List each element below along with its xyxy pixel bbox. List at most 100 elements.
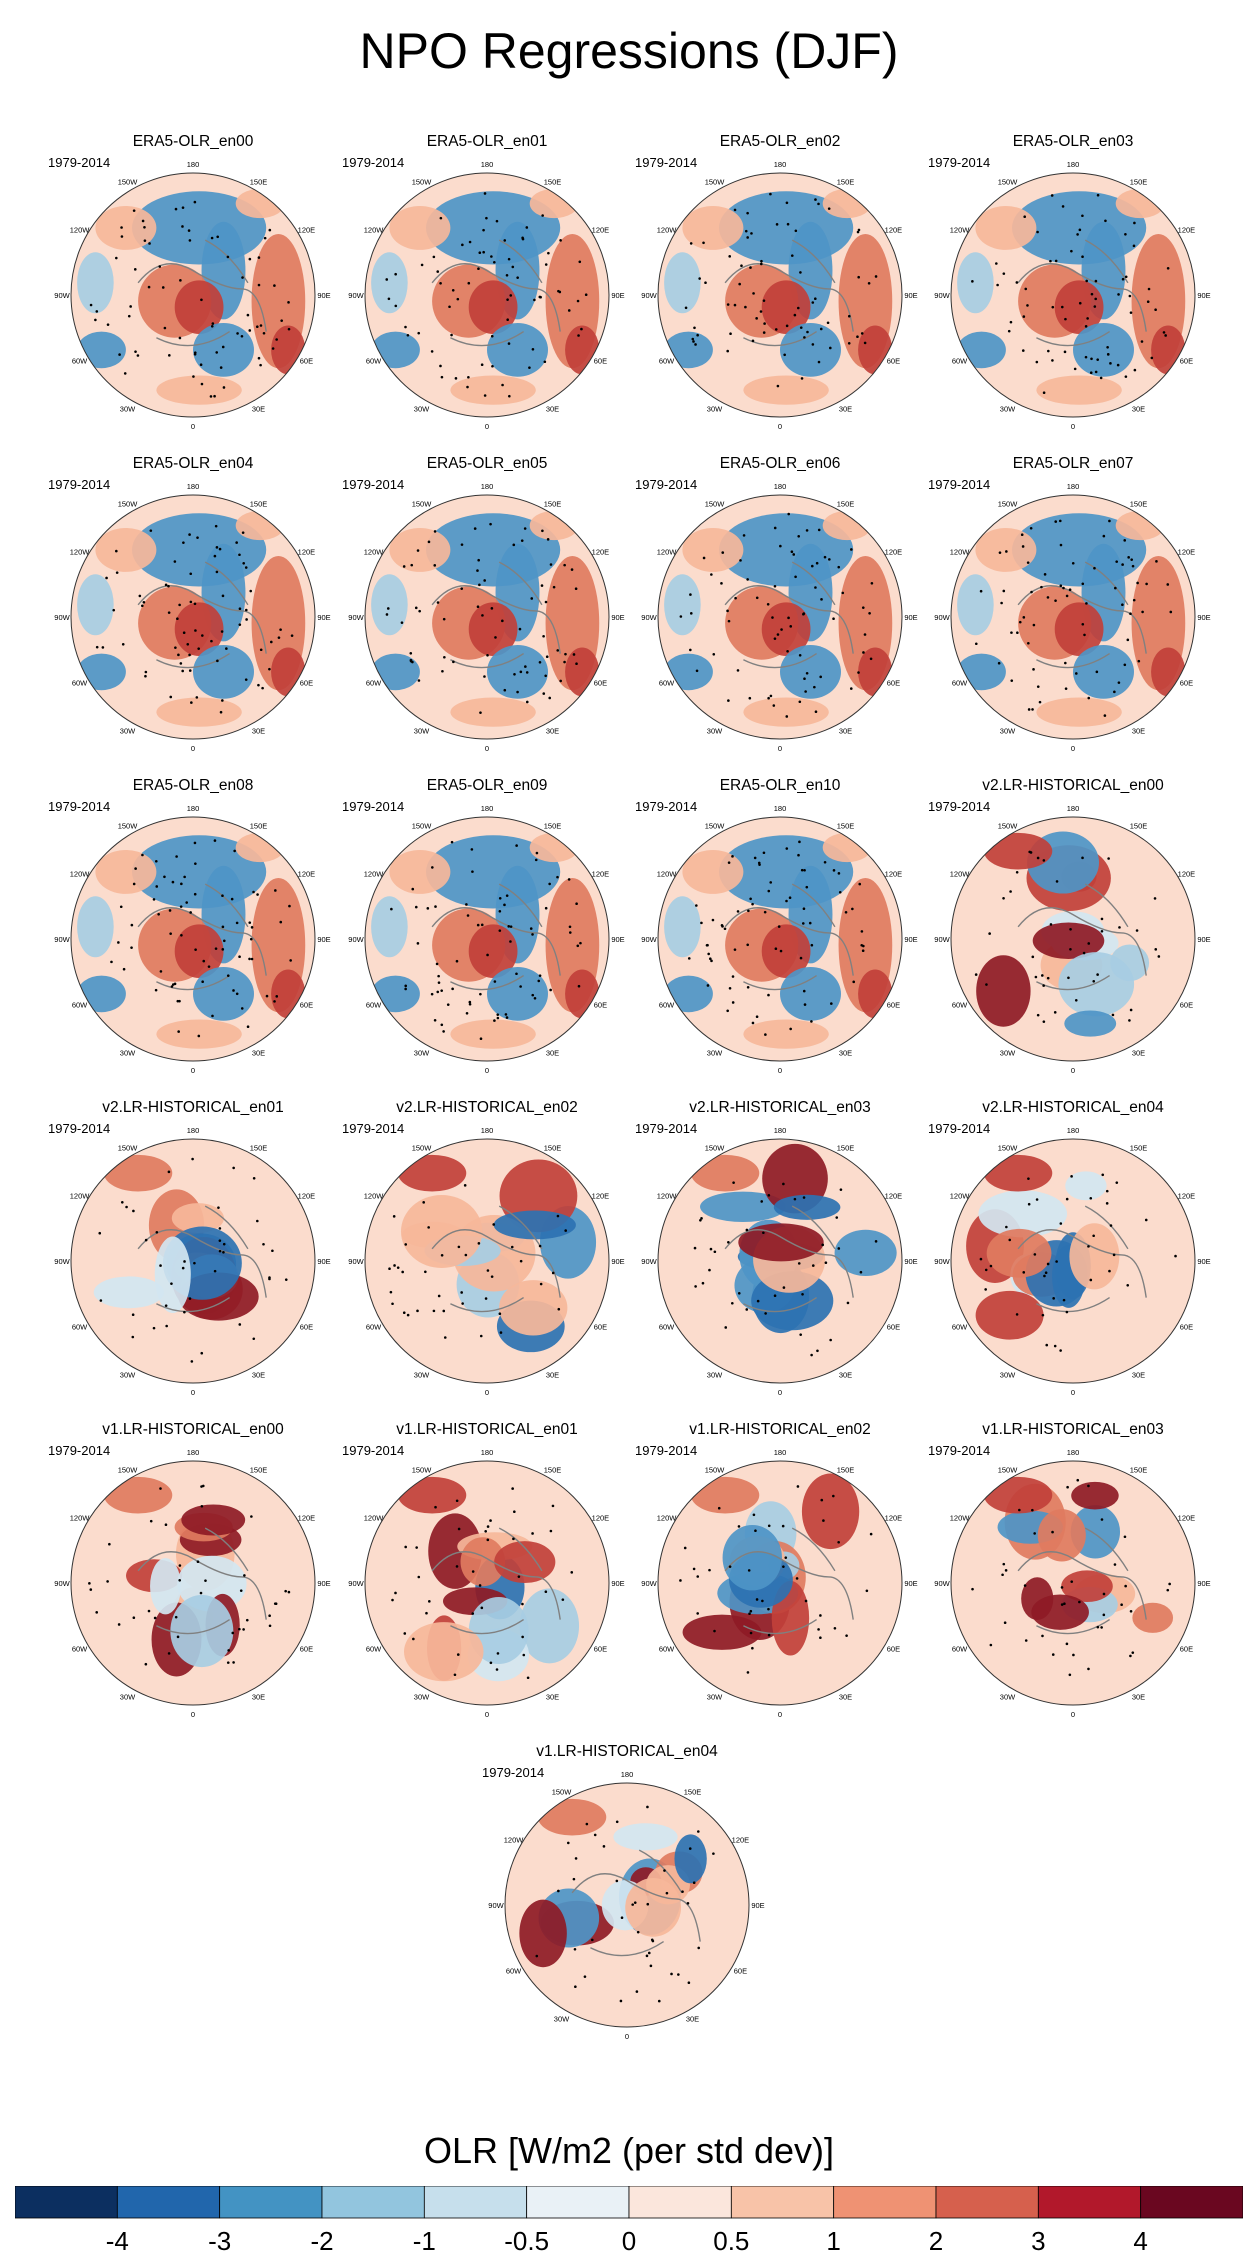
significance-dot	[776, 633, 780, 636]
significance-dot	[463, 1184, 467, 1187]
significance-dot	[404, 1545, 407, 1549]
significance-dot	[548, 696, 552, 700]
significance-dot	[700, 921, 703, 925]
anomaly-patch	[1036, 375, 1122, 405]
significance-dot	[783, 353, 786, 357]
significance-dot	[138, 594, 142, 598]
significance-dot	[511, 1487, 514, 1490]
significance-dot	[564, 652, 567, 656]
significance-dot	[797, 534, 801, 538]
significance-dot	[491, 364, 494, 368]
significance-dot	[1100, 929, 1104, 933]
significance-dot	[863, 633, 867, 636]
significance-dot	[749, 1609, 753, 1613]
significance-dot	[180, 934, 183, 937]
significance-dot	[762, 1231, 765, 1235]
significance-dot	[214, 947, 218, 950]
significance-dot	[1078, 228, 1082, 232]
map-field	[951, 495, 1195, 739]
significance-dot	[815, 561, 819, 565]
longitude-label: 150W	[998, 500, 1019, 509]
significance-dot	[985, 983, 988, 986]
longitude-label: 60W	[659, 357, 675, 366]
significance-dot	[803, 677, 806, 681]
longitude-label: 30W	[120, 726, 136, 735]
significance-dot	[989, 1264, 993, 1268]
significance-dot	[615, 1879, 619, 1883]
significance-dot	[178, 999, 181, 1003]
significance-dot	[486, 1269, 490, 1272]
significance-dot	[1087, 1484, 1090, 1488]
colorbar-swatch	[628, 2186, 732, 2219]
significance-dot	[771, 616, 774, 619]
significance-dot	[646, 1805, 649, 1809]
anomaly-patch	[664, 252, 701, 314]
significance-dot	[583, 1975, 587, 1978]
significance-dot	[471, 1570, 475, 1573]
significance-dot	[697, 1946, 701, 1950]
longitude-label: 30E	[546, 404, 559, 413]
significance-dot	[689, 242, 693, 245]
anomaly-patch	[1073, 645, 1134, 699]
longitude-label: 60W	[366, 1323, 382, 1332]
anomaly-patch	[389, 205, 451, 250]
longitude-label: 60E	[594, 1323, 607, 1332]
significance-dot	[143, 239, 147, 242]
significance-dot	[238, 623, 242, 626]
significance-dot	[223, 939, 226, 943]
significance-dot	[494, 636, 497, 639]
longitude-label: 60E	[887, 1323, 900, 1332]
significance-dot	[1102, 1592, 1106, 1596]
significance-dot	[1102, 1613, 1106, 1617]
significance-dot	[602, 1845, 606, 1848]
significance-dot	[1132, 598, 1136, 602]
significance-dot	[218, 1239, 222, 1242]
significance-dot	[707, 952, 710, 956]
significance-dot	[998, 551, 1002, 554]
significance-dot	[751, 1021, 755, 1025]
significance-dot	[153, 1616, 157, 1620]
longitude-label: 60E	[594, 1645, 607, 1654]
significance-dot	[129, 305, 132, 308]
significance-dot	[1015, 281, 1019, 284]
significance-dot	[665, 1891, 669, 1895]
longitude-label: 120W	[70, 870, 91, 879]
significance-dot	[989, 1643, 993, 1647]
significance-dot	[509, 940, 512, 943]
significance-dot	[829, 346, 832, 350]
significance-dot	[841, 591, 845, 595]
significance-dot	[1042, 1020, 1046, 1023]
anomaly-patch	[487, 645, 548, 699]
significance-dot	[1115, 1181, 1119, 1184]
significance-dot	[1076, 1478, 1080, 1482]
significance-dot	[418, 609, 421, 613]
significance-dot	[546, 538, 550, 541]
anomaly-patch	[722, 1524, 782, 1591]
significance-dot	[1117, 293, 1120, 296]
significance-dot	[727, 1240, 730, 1244]
significance-dot	[188, 239, 192, 242]
significance-dot	[513, 1510, 516, 1514]
panel-title: ERA5-OLR_en01	[426, 133, 548, 150]
longitude-label: 30E	[546, 1692, 559, 1701]
anomaly-patch	[156, 1019, 242, 1049]
significance-dot	[433, 564, 437, 567]
significance-dot	[117, 1623, 121, 1626]
longitude-label: 60W	[659, 679, 675, 688]
longitude-label: 30E	[252, 1370, 265, 1379]
significance-dot	[751, 1646, 754, 1650]
longitude-label: 60E	[300, 1323, 313, 1332]
longitude-label: 0	[1071, 422, 1075, 431]
coastline	[431, 1205, 561, 1313]
longitude-label: 180	[1067, 482, 1080, 491]
significance-dot	[420, 263, 424, 267]
significance-dot	[270, 640, 273, 644]
significance-dot	[209, 395, 213, 398]
significance-dot	[1129, 1008, 1133, 1012]
significance-dot	[460, 1291, 463, 1294]
significance-dot	[1113, 690, 1116, 694]
significance-dot	[1003, 1621, 1007, 1625]
panel-title: ERA5-OLR_en10	[719, 777, 841, 794]
significance-dot	[651, 1939, 655, 1943]
